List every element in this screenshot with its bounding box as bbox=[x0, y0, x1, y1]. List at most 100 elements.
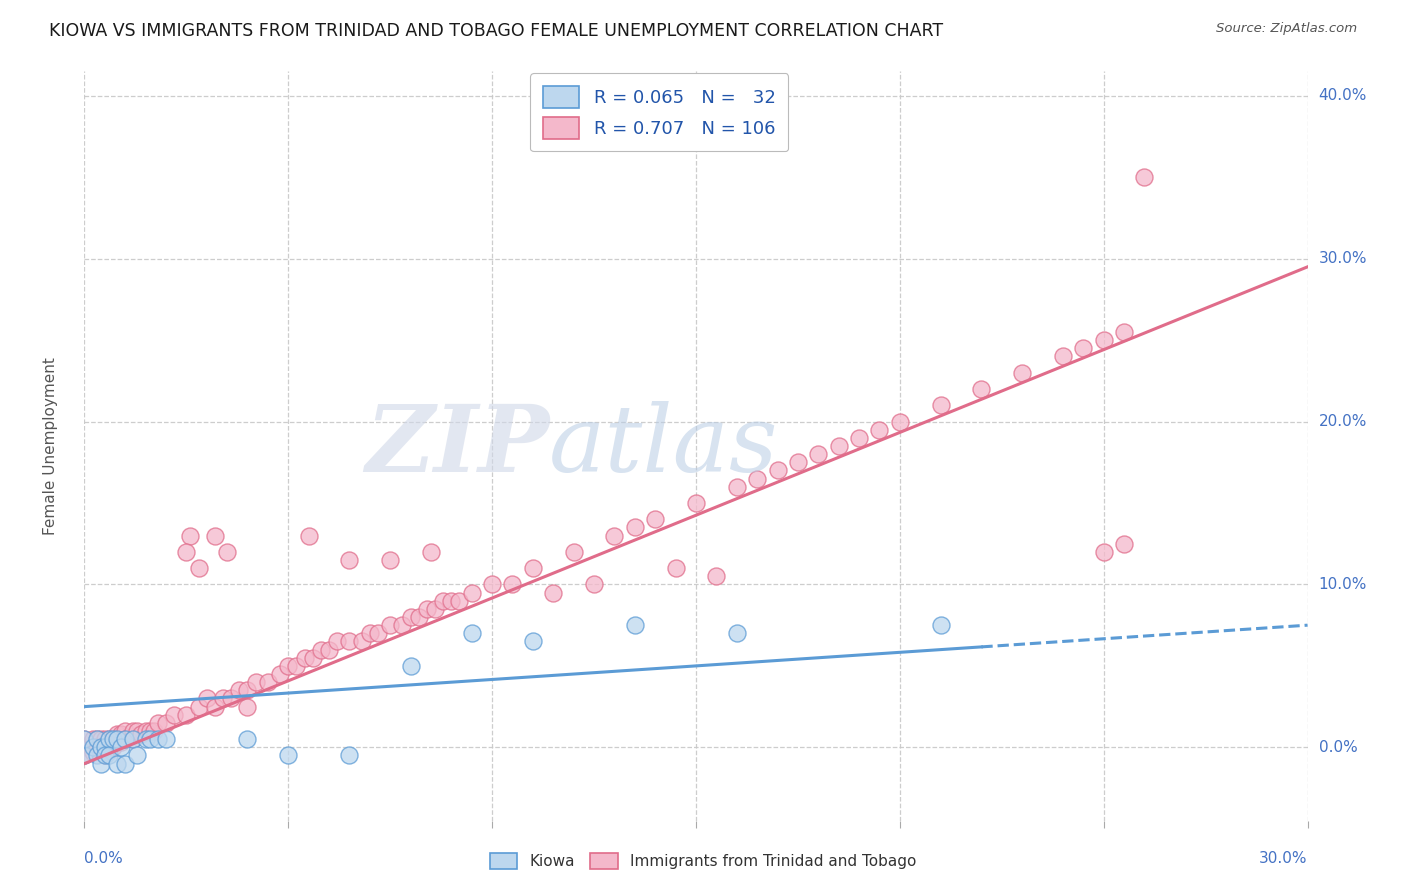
Point bbox=[1092, 333, 1115, 347]
Point bbox=[359, 626, 381, 640]
Point bbox=[269, 667, 291, 681]
Point bbox=[747, 472, 769, 486]
Point bbox=[142, 724, 165, 739]
Point bbox=[461, 585, 484, 599]
Point bbox=[420, 545, 443, 559]
Point bbox=[90, 740, 112, 755]
Point bbox=[135, 724, 157, 739]
Point bbox=[127, 748, 149, 763]
Point bbox=[889, 415, 911, 429]
Point bbox=[90, 740, 112, 755]
Point bbox=[122, 732, 145, 747]
Point bbox=[187, 561, 209, 575]
Point bbox=[101, 732, 124, 747]
Point bbox=[138, 724, 160, 739]
Point bbox=[309, 642, 332, 657]
Text: ZIP: ZIP bbox=[366, 401, 550, 491]
Point bbox=[1114, 325, 1136, 339]
Text: 40.0%: 40.0% bbox=[1319, 88, 1367, 103]
Point bbox=[583, 577, 606, 591]
Point bbox=[217, 545, 239, 559]
Point bbox=[481, 577, 503, 591]
Point bbox=[73, 748, 96, 763]
Point bbox=[339, 748, 361, 763]
Point bbox=[86, 732, 108, 747]
Point bbox=[174, 707, 197, 722]
Point bbox=[236, 699, 259, 714]
Point bbox=[423, 602, 446, 616]
Point bbox=[131, 727, 153, 741]
Point bbox=[195, 691, 218, 706]
Point bbox=[350, 634, 373, 648]
Point bbox=[146, 732, 169, 747]
Point bbox=[970, 382, 993, 396]
Point bbox=[73, 732, 96, 747]
Text: atlas: atlas bbox=[550, 401, 779, 491]
Point bbox=[725, 626, 748, 640]
Point bbox=[90, 756, 112, 771]
Point bbox=[155, 732, 177, 747]
Point bbox=[122, 732, 145, 747]
Point bbox=[73, 740, 96, 755]
Point bbox=[204, 528, 226, 542]
Legend: R = 0.065   N =   32, R = 0.707   N = 106: R = 0.065 N = 32, R = 0.707 N = 106 bbox=[530, 73, 789, 152]
Point bbox=[1073, 341, 1095, 355]
Point bbox=[543, 585, 565, 599]
Point bbox=[105, 727, 128, 741]
Point bbox=[86, 732, 108, 747]
Point bbox=[522, 561, 544, 575]
Point bbox=[828, 439, 851, 453]
Point bbox=[114, 724, 136, 739]
Text: 0.0%: 0.0% bbox=[1319, 739, 1357, 755]
Point bbox=[122, 724, 145, 739]
Point bbox=[82, 745, 104, 759]
Point bbox=[212, 691, 235, 706]
Point bbox=[257, 675, 280, 690]
Point bbox=[174, 545, 197, 559]
Point bbox=[277, 748, 299, 763]
Point bbox=[187, 699, 209, 714]
Point bbox=[135, 732, 157, 747]
Point bbox=[93, 740, 115, 755]
Point bbox=[277, 659, 299, 673]
Point bbox=[163, 707, 186, 722]
Point bbox=[285, 659, 308, 673]
Point bbox=[90, 732, 112, 747]
Point bbox=[97, 732, 120, 747]
Text: Source: ZipAtlas.com: Source: ZipAtlas.com bbox=[1216, 22, 1357, 36]
Point bbox=[114, 756, 136, 771]
Point bbox=[562, 545, 585, 559]
Text: 10.0%: 10.0% bbox=[1319, 577, 1367, 592]
Point bbox=[101, 740, 124, 755]
Point bbox=[408, 610, 430, 624]
Point bbox=[93, 748, 115, 763]
Point bbox=[399, 610, 422, 624]
Point bbox=[1011, 366, 1033, 380]
Point bbox=[391, 618, 413, 632]
Legend: Kiowa, Immigrants from Trinidad and Tobago: Kiowa, Immigrants from Trinidad and Toba… bbox=[484, 847, 922, 875]
Point bbox=[138, 732, 160, 747]
Point bbox=[1133, 170, 1156, 185]
Point bbox=[97, 748, 120, 763]
Point bbox=[787, 455, 810, 469]
Point bbox=[110, 735, 132, 749]
Point bbox=[644, 512, 666, 526]
Point bbox=[432, 593, 454, 607]
Point bbox=[665, 561, 688, 575]
Point bbox=[82, 740, 104, 755]
Point bbox=[367, 626, 389, 640]
Text: 0.0%: 0.0% bbox=[84, 851, 124, 866]
Point bbox=[105, 756, 128, 771]
Point bbox=[146, 715, 169, 730]
Text: 30.0%: 30.0% bbox=[1260, 851, 1308, 866]
Point bbox=[219, 691, 242, 706]
Point bbox=[624, 618, 647, 632]
Point bbox=[1114, 537, 1136, 551]
Point bbox=[326, 634, 349, 648]
Point bbox=[294, 650, 316, 665]
Point bbox=[461, 626, 484, 640]
Text: Female Unemployment: Female Unemployment bbox=[42, 357, 58, 535]
Point bbox=[502, 577, 524, 591]
Point bbox=[929, 618, 952, 632]
Point bbox=[114, 732, 136, 747]
